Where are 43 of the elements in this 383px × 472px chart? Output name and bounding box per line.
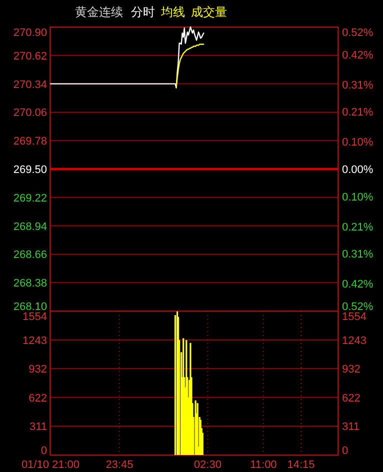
y2-tick-label: 1243 <box>342 334 366 347</box>
y2-tick-label: 0.52% <box>342 27 374 39</box>
y-tick-label: 270.90 <box>13 27 47 39</box>
text: 均线 <box>160 5 185 19</box>
y2-tick-label: 0.42% <box>342 278 374 291</box>
y-tick-label: 270.62 <box>13 50 47 62</box>
y2-tick-label: 0.31% <box>342 248 374 261</box>
text: 成交量 <box>191 5 227 19</box>
y2-tick-label: 622 <box>342 392 360 404</box>
y-tick-label: 1554 <box>22 311 47 323</box>
y2-tick-label: 1554 <box>342 311 366 323</box>
y-tick-label: 269.50 <box>13 164 47 176</box>
y2-tick-label: 0.31% <box>342 79 374 92</box>
y2-tick-label: 0.21% <box>342 221 374 234</box>
y-tick-label: 268.66 <box>13 249 47 262</box>
y-tick-label: 268.38 <box>13 278 47 290</box>
y-tick-label: 1243 <box>22 334 47 347</box>
y2-tick-label: 0.42% <box>342 49 374 62</box>
y-tick-label: 268.94 <box>13 220 47 233</box>
y-tick-label: 269.22 <box>13 192 47 204</box>
x-tick-label: 14:15 <box>287 459 315 471</box>
x-tick-label: 11:00 <box>250 459 277 471</box>
y-tick-label: 311 <box>29 421 47 434</box>
y2-tick-label: 0.52% <box>342 301 374 313</box>
chart-title: 黄金连续 <box>75 5 123 19</box>
y2-tick-label: 0 <box>342 445 348 457</box>
y-tick-label: 268.10 <box>13 301 47 313</box>
y2-tick-label: 0.10% <box>342 191 374 204</box>
y-tick-label: 269.78 <box>13 136 47 148</box>
y2-tick-label: 311 <box>342 421 360 434</box>
text: 分时 <box>131 5 155 19</box>
y-tick-label: 270.06 <box>13 107 47 120</box>
x-tick-label: 01/10 21:00 <box>21 459 80 471</box>
y2-tick-label: 932 <box>342 364 360 376</box>
y2-tick-label: 0.10% <box>342 136 374 149</box>
y-tick-label: 932 <box>28 364 47 376</box>
x-tick-label: 23:45 <box>106 459 134 471</box>
x-tick-label: 02:30 <box>194 459 222 471</box>
y2-tick-label: 0.21% <box>342 106 374 119</box>
y-tick-label: 0 <box>40 445 47 457</box>
y-tick-label: 622 <box>28 392 47 404</box>
y2-tick-label: 0.00% <box>342 164 374 176</box>
y-tick-label: 270.34 <box>13 78 47 91</box>
